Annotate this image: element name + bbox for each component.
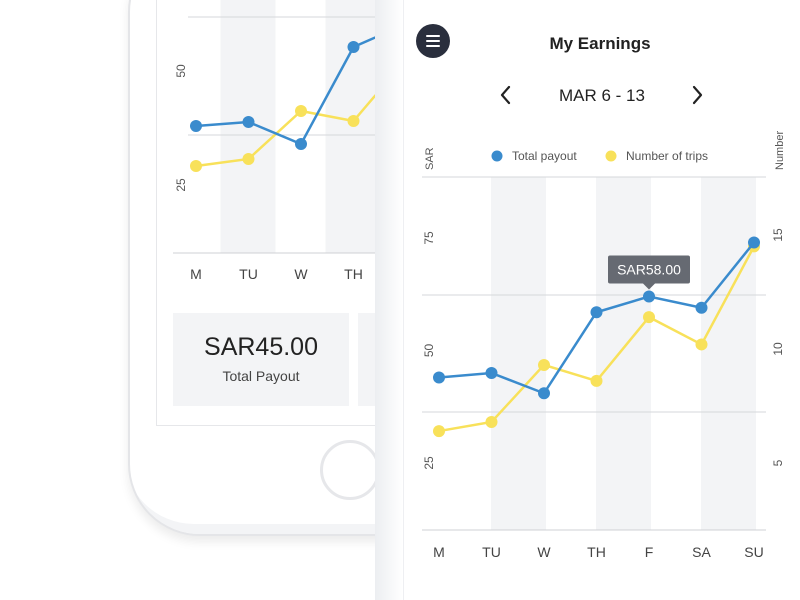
- hamburger-icon: [426, 45, 440, 47]
- left-axis-label: SAR: [424, 147, 436, 170]
- data-point-trips: [590, 374, 603, 387]
- right-tick-label: 10: [771, 342, 785, 356]
- data-point-trips: [485, 415, 498, 428]
- x-tick-label: TU: [482, 544, 501, 560]
- phone-payout-label: Total Payout: [222, 368, 300, 384]
- data-point-payout: [242, 116, 255, 128]
- x-tick-label: M: [190, 266, 202, 282]
- data-point-trips: [347, 115, 360, 127]
- chart-band: [701, 177, 756, 530]
- x-tick-label: SU: [744, 544, 763, 560]
- date-range: MAR 6 - 13: [559, 86, 645, 105]
- data-point-trips: [643, 311, 655, 324]
- tooltip-text: SAR58.00: [617, 262, 681, 278]
- chart-band: [491, 177, 546, 530]
- data-point-payout: [695, 301, 708, 314]
- chevron-right-icon: [692, 85, 703, 105]
- left-tick-label: 25: [174, 178, 188, 192]
- phone-payout-card: SAR45.00 Total Payout: [173, 313, 349, 406]
- data-point-payout: [538, 387, 550, 400]
- screen-edge-shadow: [375, 0, 403, 600]
- legend-marker-trips: [605, 150, 617, 162]
- right-axis-label: Number: [774, 131, 786, 170]
- x-tick-label: SA: [692, 544, 711, 560]
- data-point-payout: [190, 120, 202, 132]
- data-point-trips: [190, 160, 202, 172]
- right-tick-label: 5: [771, 459, 785, 466]
- x-tick-label: F: [645, 544, 654, 560]
- data-point-payout: [433, 371, 445, 384]
- x-tick-label: TH: [344, 266, 363, 282]
- data-point-trips: [538, 358, 550, 371]
- legend-label-payout: Total payout: [512, 149, 577, 163]
- left-tick-label: 50: [174, 64, 188, 78]
- phone-mini-chart: 25 50 M TU W TH: [173, 0, 380, 282]
- data-point-trips: [295, 105, 307, 117]
- data-point-trips: [695, 338, 708, 351]
- left-tick-label: 25: [422, 456, 436, 470]
- legend-label-trips: Number of trips: [626, 149, 708, 163]
- x-tick-label: TU: [239, 266, 258, 282]
- left-tick-label: 75: [422, 231, 436, 245]
- hamburger-icon: [426, 40, 440, 42]
- phone-secondary-card: [358, 313, 378, 406]
- data-point-payout: [643, 290, 655, 303]
- screen-edge-line: [403, 0, 404, 600]
- data-point-payout: [295, 138, 307, 150]
- right-tick-label: 15: [771, 228, 785, 242]
- hamburger-icon: [426, 35, 440, 37]
- data-point-trips: [242, 153, 255, 165]
- x-tick-label: TH: [587, 544, 606, 560]
- x-tick-label: W: [537, 544, 551, 560]
- data-point-payout: [485, 367, 498, 379]
- left-tick-label: 50: [422, 344, 436, 358]
- data-point-trips: [433, 425, 445, 438]
- menu-button[interactable]: [416, 24, 450, 58]
- chart-band: [596, 177, 651, 530]
- data-point-payout: [590, 306, 603, 319]
- phone-payout-value: SAR45.00: [204, 333, 318, 361]
- chevron-left-icon: [500, 85, 511, 105]
- next-week-button[interactable]: [684, 82, 710, 108]
- legend-marker-payout: [491, 150, 503, 162]
- prev-week-button[interactable]: [493, 82, 519, 108]
- tooltip-pointer: [643, 283, 655, 290]
- tooltip-box: [608, 255, 690, 284]
- x-tick-label: M: [433, 544, 445, 560]
- data-point-payout: [347, 41, 360, 53]
- x-tick-label: W: [294, 266, 308, 282]
- page-title: My Earnings: [549, 34, 651, 53]
- data-point-payout: [748, 236, 760, 249]
